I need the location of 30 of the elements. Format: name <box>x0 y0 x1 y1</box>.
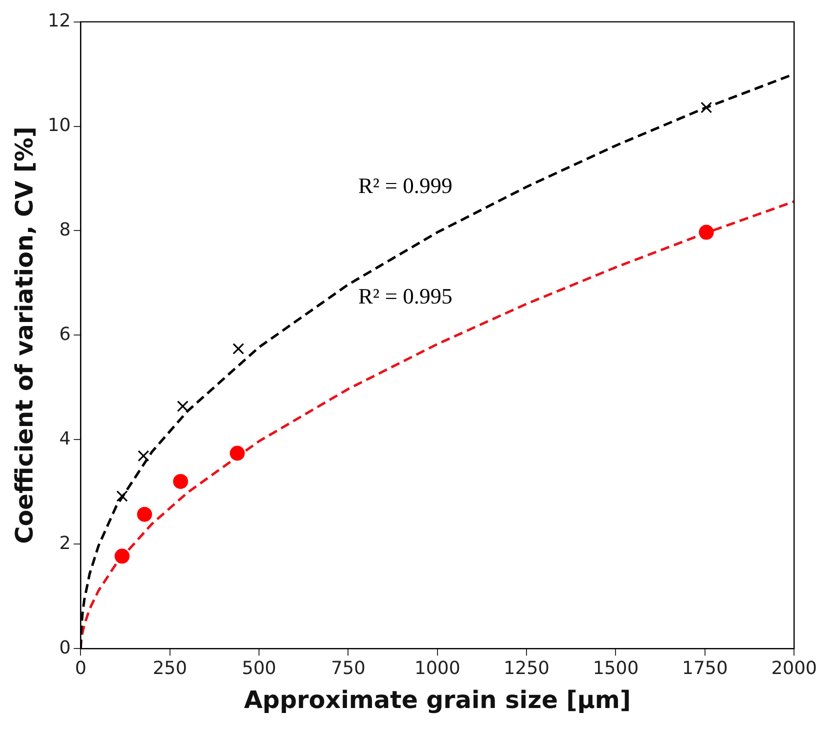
point <box>114 548 130 564</box>
x-tick-label: 1500 <box>592 658 639 680</box>
point <box>700 102 712 114</box>
y-tick-label: 8 <box>59 219 71 240</box>
point <box>176 400 188 412</box>
point <box>138 450 150 462</box>
y-axis-title: Coefficient of variation, CV [%] <box>10 126 39 544</box>
x-tick-label: 750 <box>331 658 366 680</box>
point <box>230 446 245 461</box>
x-tick-label: 1250 <box>504 658 550 680</box>
x-tick-label: 1000 <box>414 658 460 680</box>
x-tick-label: 500 <box>242 658 276 680</box>
y-tick-label: 0 <box>59 637 71 658</box>
x-tick-label: 0 <box>74 658 86 680</box>
y-tick-label: 4 <box>59 428 71 450</box>
y-tick-label: 10 <box>48 114 71 136</box>
point <box>232 343 244 355</box>
point <box>137 506 152 522</box>
annotation: R² = 0.995 <box>358 283 452 308</box>
x-tick-label: 1750 <box>682 658 728 680</box>
y-tick-label: 6 <box>59 324 71 345</box>
annotation: R² = 0.999 <box>358 173 452 198</box>
x-tick-label: 250 <box>152 658 188 680</box>
x-axis-title: Approximate grain size [μm] <box>244 686 631 714</box>
point <box>173 474 188 489</box>
point <box>116 490 128 502</box>
y-tick-label: 2 <box>59 532 71 554</box>
y-tick-label: 12 <box>48 10 71 32</box>
x-tick-label: 2000 <box>771 658 817 680</box>
point <box>698 224 714 240</box>
